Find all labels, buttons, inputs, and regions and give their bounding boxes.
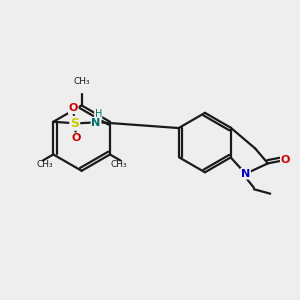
Text: O: O xyxy=(71,133,81,143)
Text: CH₃: CH₃ xyxy=(37,160,53,169)
Text: S: S xyxy=(70,117,79,130)
Text: N: N xyxy=(92,118,101,128)
Text: O: O xyxy=(281,155,290,165)
Text: CH₃: CH₃ xyxy=(110,160,127,169)
Text: N: N xyxy=(241,169,250,179)
Text: CH₃: CH₃ xyxy=(73,77,90,86)
Text: O: O xyxy=(69,103,78,113)
Text: H: H xyxy=(94,109,102,119)
